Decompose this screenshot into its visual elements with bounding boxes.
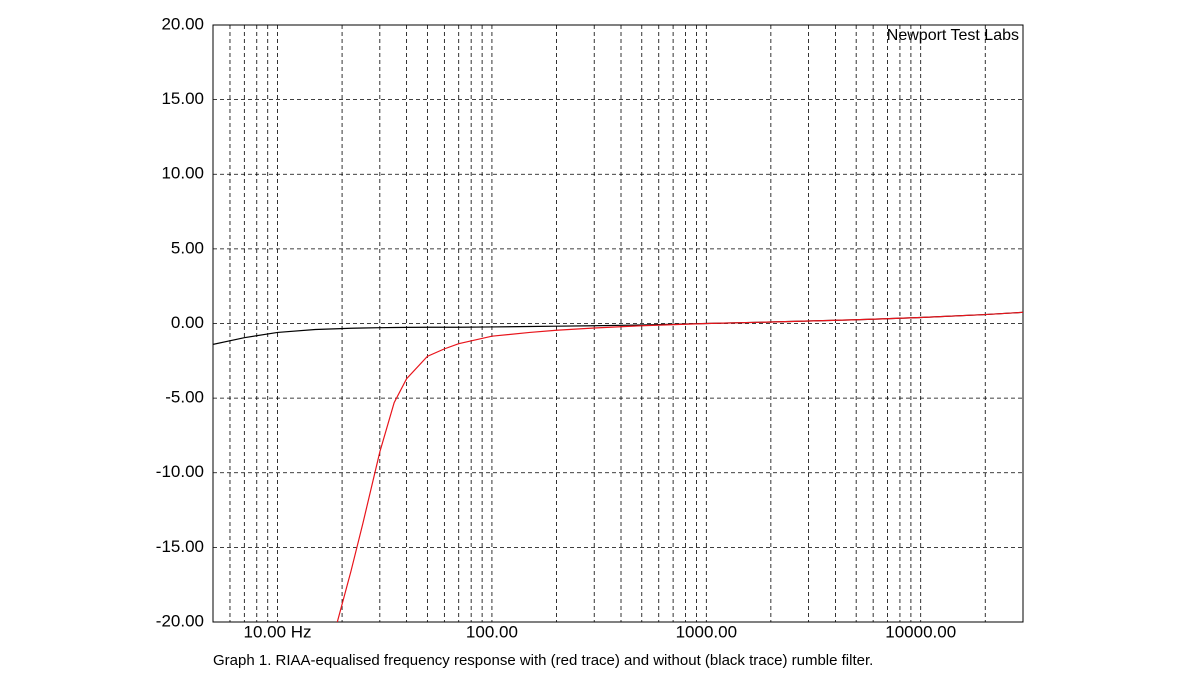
trace [336, 311, 1023, 622]
y-tick-label: 20.00 [161, 14, 204, 33]
annotation: Newport Test Labs [887, 27, 1019, 44]
y-tick-label: 15.00 [161, 89, 204, 108]
x-tick-label: 1000.00 [676, 622, 737, 641]
plot-frame [212, 24, 1024, 623]
y-tick-label: 5.00 [171, 238, 204, 257]
x-tick-label: 10.00 Hz [244, 622, 312, 641]
y-tick-label: -5.00 [165, 388, 204, 407]
y-tick-label: -20.00 [156, 611, 204, 630]
x-tick-label: 10000.00 [885, 622, 956, 641]
y-tick-label: 10.00 [161, 164, 204, 183]
trace [213, 311, 1023, 345]
y-tick-label: -15.00 [156, 537, 204, 556]
x-tick-label: 100.00 [466, 622, 518, 641]
y-tick-label: -10.00 [156, 462, 204, 481]
y-tick-label: 0.00 [171, 313, 204, 332]
caption: Graph 1. RIAA-equalised frequency respon… [213, 652, 873, 669]
